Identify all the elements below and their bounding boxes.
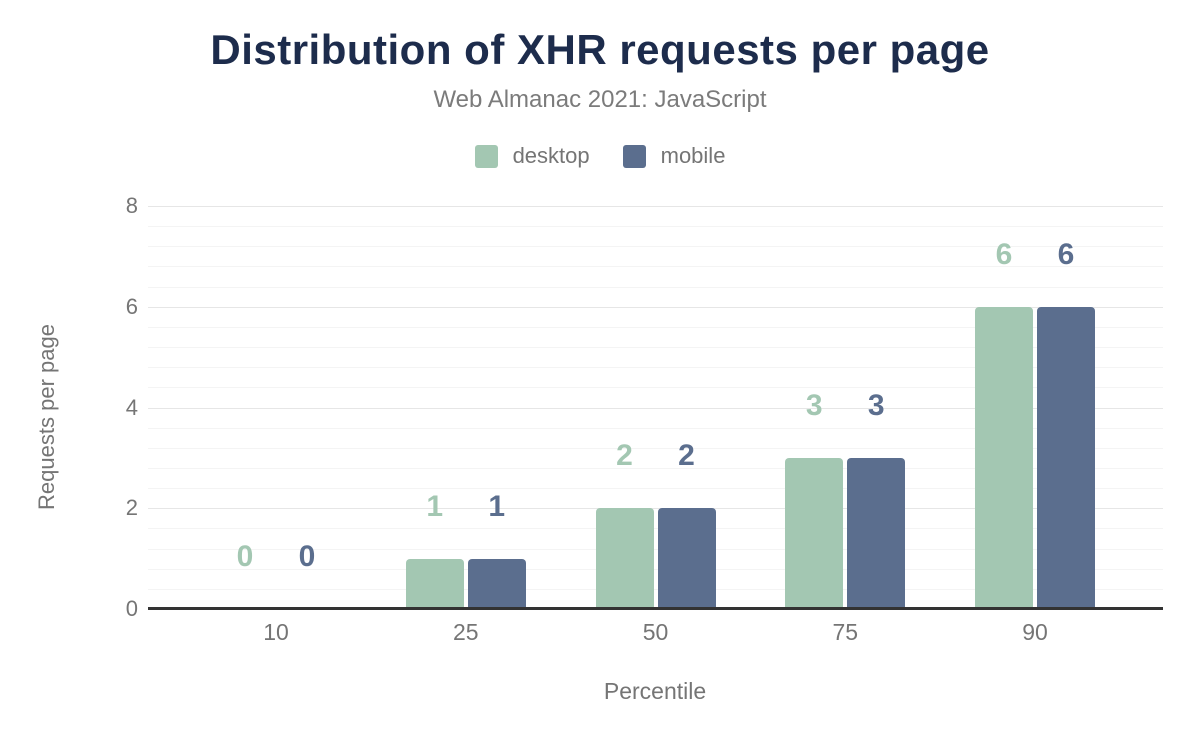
bar-value-label-desktop-p50: 2 bbox=[616, 439, 633, 473]
gridline-minor bbox=[148, 287, 1163, 288]
x-axis-title: Percentile bbox=[603, 678, 707, 704]
gridline-minor bbox=[148, 468, 1163, 469]
gridline-minor bbox=[148, 266, 1163, 267]
bar-desktop-p50 bbox=[595, 508, 654, 609]
bar-mobile-p90 bbox=[1037, 306, 1095, 609]
gridline-minor bbox=[148, 569, 1163, 570]
y-tick-label: 8 bbox=[125, 193, 138, 218]
bar-mobile-p75 bbox=[847, 457, 906, 609]
legend-label-desktop: desktop bbox=[512, 143, 590, 168]
bar-value-label-desktop-p10: 0 bbox=[236, 540, 254, 573]
chart-subtitle: Web Almanac 2021: JavaScript bbox=[433, 86, 767, 113]
gridline-minor bbox=[148, 589, 1163, 590]
bar-desktop-p75 bbox=[785, 457, 844, 609]
y-tick-label: 0 bbox=[125, 596, 138, 621]
chart-title: Distribution of XHR requests per page bbox=[210, 26, 990, 73]
legend-item-desktop: desktop bbox=[474, 143, 590, 169]
bar-value-label-mobile-p25: 1 bbox=[488, 489, 506, 523]
gridline-minor bbox=[148, 528, 1163, 529]
legend-label-mobile: mobile bbox=[660, 143, 726, 168]
gridline-minor bbox=[148, 549, 1163, 550]
y-axis-title: Requests per page bbox=[34, 324, 59, 510]
gridline-minor bbox=[148, 488, 1163, 489]
bar-mobile-p25 bbox=[467, 558, 526, 609]
x-tick-label: 90 bbox=[1022, 619, 1048, 645]
bar-value-label-desktop-p25: 1 bbox=[426, 489, 444, 523]
x-tick-label: 50 bbox=[642, 619, 669, 645]
x-tick-label: 10 bbox=[263, 619, 289, 645]
gridline-minor bbox=[148, 327, 1163, 328]
gridline-minor bbox=[148, 448, 1163, 449]
gridline-minor bbox=[148, 367, 1163, 368]
legend-swatch-mobile-icon bbox=[622, 144, 646, 168]
x-tick-label: 75 bbox=[832, 619, 859, 645]
y-tick-label: 2 bbox=[125, 495, 138, 521]
gridline-minor bbox=[148, 246, 1163, 247]
bar-value-label-mobile-p50: 2 bbox=[678, 439, 695, 473]
gridline-major bbox=[148, 206, 1163, 207]
gridline-minor bbox=[148, 387, 1163, 388]
x-tick-label: 25 bbox=[452, 619, 479, 645]
gridline-minor bbox=[148, 226, 1163, 227]
bar-mobile-p50 bbox=[657, 508, 716, 609]
legend: desktop mobile bbox=[0, 142, 1200, 170]
gridline-major bbox=[148, 307, 1163, 308]
x-axis-line bbox=[148, 607, 1163, 610]
gridline-minor bbox=[148, 347, 1163, 348]
gridline-minor bbox=[148, 428, 1163, 429]
bar-desktop-p25 bbox=[405, 558, 464, 609]
gridline-major bbox=[148, 408, 1163, 409]
bar-value-label-mobile-p10: 0 bbox=[298, 540, 316, 573]
bar-value-label-desktop-p75: 3 bbox=[805, 388, 823, 422]
y-tick-label: 6 bbox=[125, 293, 138, 319]
bar-value-label-mobile-p90: 6 bbox=[1057, 237, 1075, 271]
legend-item-mobile: mobile bbox=[622, 143, 726, 169]
bar-value-label-desktop-p90: 6 bbox=[995, 237, 1013, 271]
legend-swatch-desktop-icon bbox=[474, 144, 498, 168]
y-tick-label: 4 bbox=[125, 394, 138, 420]
bar-desktop-p90 bbox=[975, 306, 1033, 609]
gridline-major bbox=[148, 508, 1163, 509]
bar-value-label-mobile-p75: 3 bbox=[867, 388, 885, 422]
